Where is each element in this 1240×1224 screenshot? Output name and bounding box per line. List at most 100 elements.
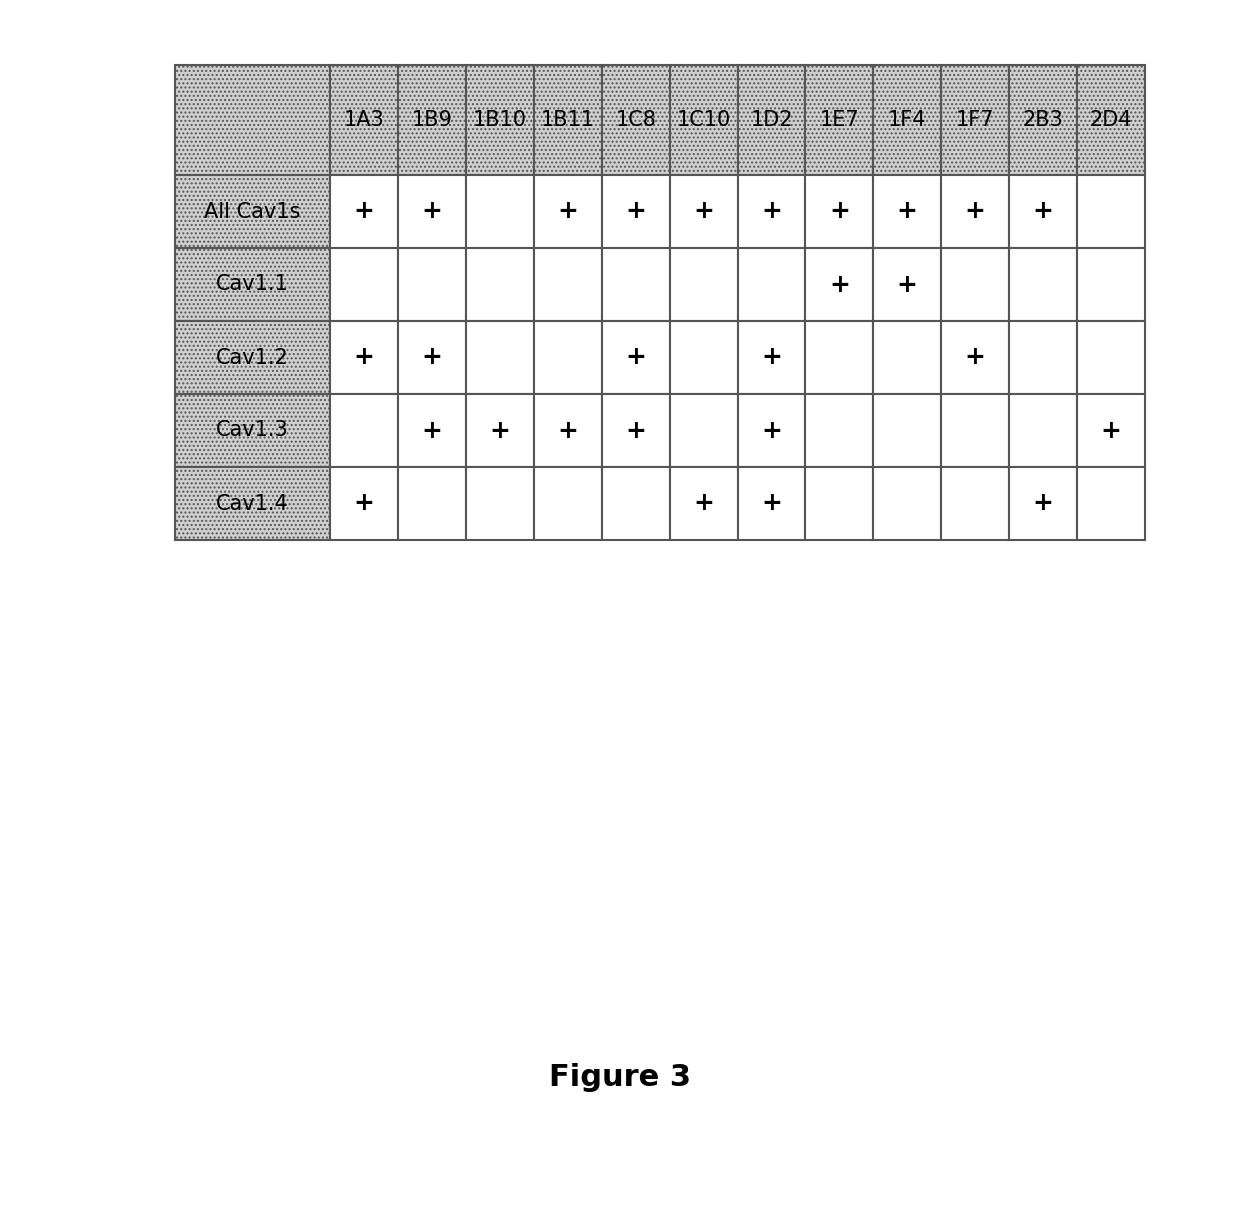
Bar — [1009, 65, 1078, 175]
Bar — [601, 65, 670, 175]
Bar — [330, 175, 398, 248]
Bar — [738, 248, 806, 321]
Bar — [941, 468, 1009, 540]
Bar — [806, 321, 873, 394]
Text: 1F4: 1F4 — [888, 110, 926, 130]
Text: +: + — [422, 419, 443, 443]
Bar — [941, 65, 1009, 175]
Text: +: + — [761, 200, 782, 224]
Text: +: + — [761, 419, 782, 443]
Bar — [466, 468, 533, 540]
Bar — [873, 65, 941, 175]
Text: +: + — [353, 345, 374, 370]
Text: 2D4: 2D4 — [1090, 110, 1132, 130]
Text: 1F7: 1F7 — [956, 110, 994, 130]
Text: +: + — [422, 345, 443, 370]
Bar — [1078, 394, 1145, 468]
Bar — [941, 248, 1009, 321]
Text: +: + — [625, 200, 646, 224]
Bar — [738, 175, 806, 248]
Text: +: + — [693, 200, 714, 224]
Bar — [806, 468, 873, 540]
Text: Figure 3: Figure 3 — [549, 1062, 691, 1092]
Bar — [806, 248, 873, 321]
Text: +: + — [897, 200, 918, 224]
Bar — [330, 65, 398, 175]
Bar — [601, 248, 670, 321]
Bar — [670, 65, 738, 175]
Bar — [601, 321, 670, 394]
Bar — [1078, 175, 1145, 248]
Text: Cav1.4: Cav1.4 — [216, 493, 289, 514]
Bar — [398, 468, 466, 540]
Bar — [466, 175, 533, 248]
Bar — [533, 468, 601, 540]
Text: 1C10: 1C10 — [676, 110, 730, 130]
Bar — [1009, 394, 1078, 468]
Bar — [466, 65, 533, 175]
Bar — [601, 468, 670, 540]
Bar — [533, 65, 601, 175]
Text: +: + — [625, 419, 646, 443]
Bar — [175, 321, 330, 394]
Text: Cav1.1: Cav1.1 — [216, 274, 289, 295]
Bar — [806, 394, 873, 468]
Bar — [175, 394, 330, 468]
Text: +: + — [557, 200, 578, 224]
Bar — [175, 468, 330, 540]
Text: 1B9: 1B9 — [412, 110, 453, 130]
Bar — [941, 175, 1009, 248]
Text: Cav1.3: Cav1.3 — [216, 421, 289, 441]
Bar — [175, 175, 330, 248]
Bar — [670, 394, 738, 468]
Bar — [1078, 468, 1145, 540]
Text: 1D2: 1D2 — [750, 110, 792, 130]
Bar — [533, 175, 601, 248]
Bar — [330, 394, 398, 468]
Bar — [330, 468, 398, 540]
Text: +: + — [557, 419, 578, 443]
Bar — [601, 175, 670, 248]
Text: 1B11: 1B11 — [541, 110, 595, 130]
Bar — [1078, 248, 1145, 321]
Bar — [466, 248, 533, 321]
Text: +: + — [1101, 419, 1121, 443]
Text: +: + — [693, 492, 714, 515]
Text: +: + — [625, 345, 646, 370]
Bar — [398, 321, 466, 394]
Text: Cav1.2: Cav1.2 — [216, 348, 289, 367]
Bar — [330, 321, 398, 394]
Bar — [466, 321, 533, 394]
Text: +: + — [761, 492, 782, 515]
Bar — [398, 248, 466, 321]
Bar — [398, 175, 466, 248]
Text: +: + — [828, 200, 849, 224]
Bar — [398, 394, 466, 468]
Text: 1E7: 1E7 — [820, 110, 859, 130]
Text: 1A3: 1A3 — [343, 110, 384, 130]
Bar — [670, 175, 738, 248]
Bar — [1078, 65, 1145, 175]
Bar — [398, 65, 466, 175]
Bar — [873, 468, 941, 540]
Bar — [806, 175, 873, 248]
Text: +: + — [761, 345, 782, 370]
Bar — [941, 394, 1009, 468]
Text: +: + — [490, 419, 510, 443]
Text: +: + — [965, 345, 986, 370]
Text: +: + — [1033, 200, 1054, 224]
Bar — [175, 65, 330, 175]
Bar — [533, 394, 601, 468]
Text: 2B3: 2B3 — [1023, 110, 1064, 130]
Bar — [738, 394, 806, 468]
Bar — [330, 248, 398, 321]
Bar — [738, 65, 806, 175]
Text: +: + — [422, 200, 443, 224]
Text: +: + — [965, 200, 986, 224]
Text: +: + — [897, 273, 918, 296]
Text: +: + — [828, 273, 849, 296]
Bar — [1009, 321, 1078, 394]
Bar — [670, 248, 738, 321]
Text: 1C8: 1C8 — [615, 110, 656, 130]
Bar — [873, 321, 941, 394]
